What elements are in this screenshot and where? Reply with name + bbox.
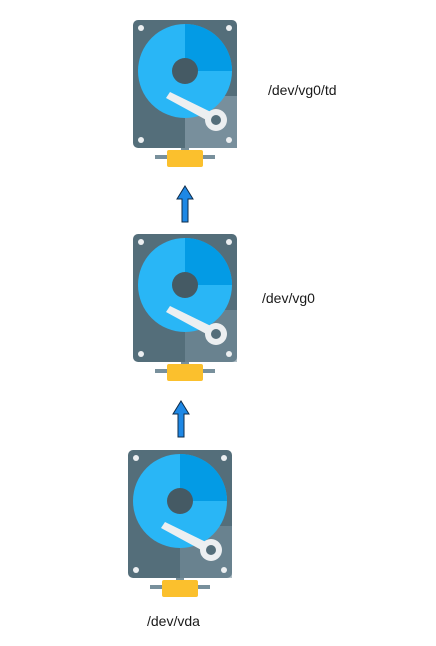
up-arrow-icon (172, 400, 190, 438)
node-label: /dev/vda (147, 613, 200, 629)
hard-disk-icon (130, 18, 240, 174)
up-arrow-icon (176, 185, 194, 223)
hard-disk-icon (130, 232, 240, 388)
node-label: /dev/vg0/td (268, 82, 337, 98)
hard-disk-icon (125, 448, 235, 604)
node-label: /dev/vg0 (262, 290, 315, 306)
